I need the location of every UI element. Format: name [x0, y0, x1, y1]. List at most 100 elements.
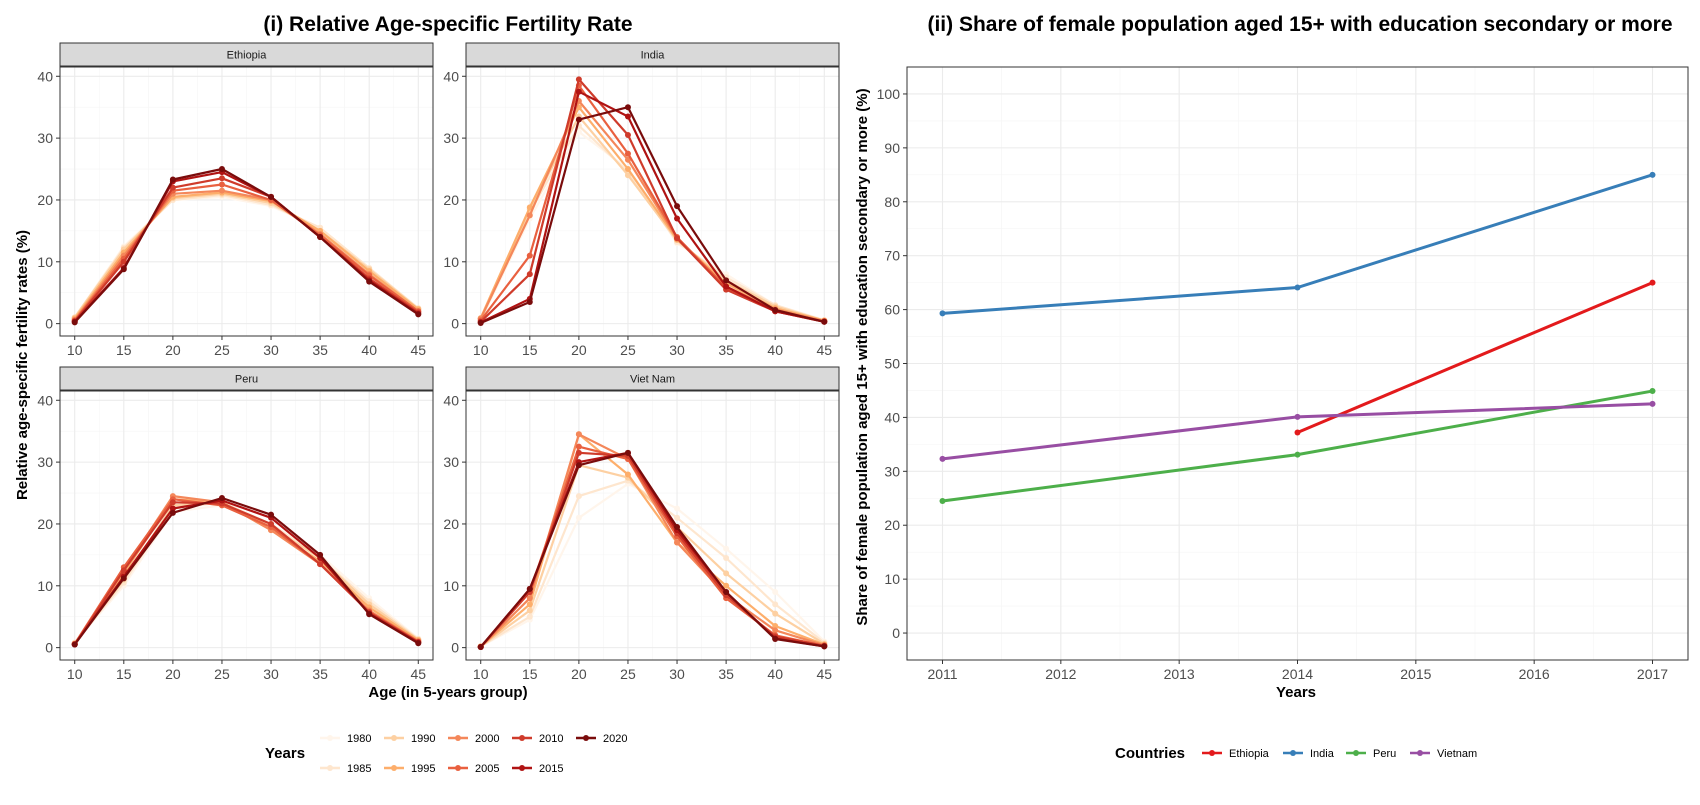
facet-strip-viet-nam — [465, 366, 840, 391]
y-tick-label: 20 — [884, 517, 900, 533]
data-point-viet-nam-1995 — [723, 582, 730, 589]
data-point-peru-2010 — [169, 499, 176, 506]
x-tick-label: 45 — [410, 342, 426, 358]
data-point-ethiopia — [1294, 429, 1301, 436]
y-tick-label: 20 — [443, 516, 459, 532]
data-point-india-2010 — [624, 132, 631, 139]
legend-key-point-1990 — [391, 735, 397, 741]
data-point-india-2020 — [674, 203, 681, 210]
right-x-axis-label: Years — [1276, 684, 1316, 701]
x-tick-label: 10 — [67, 666, 83, 682]
x-tick-label: 40 — [361, 342, 377, 358]
data-point-peru — [939, 497, 946, 504]
data-point-india-2010 — [526, 271, 533, 278]
x-tick-label: 15 — [522, 666, 538, 682]
data-point-vietnam — [1294, 413, 1301, 420]
x-tick-label: 25 — [214, 342, 230, 358]
data-point-peru-2020 — [169, 509, 176, 516]
y-tick-label: 0 — [45, 316, 53, 332]
data-point-india-2015 — [624, 113, 631, 120]
x-tick-label: 10 — [67, 342, 83, 358]
data-point-peru-2020 — [268, 511, 275, 518]
x-tick-label: 15 — [522, 342, 538, 358]
legend-label-2010: 2010 — [539, 733, 563, 745]
y-tick-label: 30 — [884, 463, 900, 479]
data-point-peru-2020 — [317, 551, 324, 558]
legend-label-1990: 1990 — [411, 733, 435, 745]
data-point-india-2005 — [624, 150, 631, 157]
x-tick-label: 40 — [767, 666, 783, 682]
x-tick-label: 25 — [620, 666, 636, 682]
facet-border-india — [465, 66, 840, 337]
series-line-india-2020 — [480, 106, 825, 325]
data-point-ethiopia-2020 — [120, 266, 127, 273]
data-point-peru-2020 — [366, 611, 373, 618]
y-tick-label: 100 — [877, 86, 901, 102]
data-point-viet-nam-1985 — [723, 554, 730, 561]
data-point-india-2020 — [772, 307, 779, 314]
y-tick-label: 10 — [884, 571, 900, 587]
legend-key-point-vietnam — [1417, 750, 1423, 756]
y-tick-label: 40 — [37, 68, 53, 84]
x-tick-label: 30 — [669, 342, 685, 358]
x-tick-label: 2011 — [927, 666, 957, 682]
legend-label-2005: 2005 — [475, 763, 499, 775]
right-chart-title: (ii) Share of female population aged 15+… — [927, 13, 1672, 36]
facet-peru: Peru 0 10 20 30 40 10 15 20 25 30 35 40 45 — [37, 366, 434, 682]
series-line-india-2015 — [480, 90, 825, 324]
data-point-india-2005 — [526, 252, 533, 259]
x-tick-label: 2015 — [1400, 666, 1431, 682]
y-tick-label: 80 — [884, 194, 900, 210]
facet-ethiopia: Ethiopia 0 10 20 30 40 10 15 20 25 30 35 40 45 — [37, 42, 434, 358]
y-tick-label: 0 — [451, 316, 459, 332]
x-tick-label: 20 — [165, 342, 181, 358]
facet-strip-ethiopia — [59, 42, 434, 67]
y-tick-label: 40 — [443, 392, 459, 408]
x-tick-label: 45 — [816, 342, 832, 358]
facet-border-viet-nam — [465, 390, 840, 661]
x-tick-label: 15 — [116, 666, 132, 682]
data-point-viet-nam-1995 — [526, 601, 533, 608]
data-point-india-2015 — [674, 215, 681, 222]
data-point-ethiopia-2020 — [169, 176, 176, 183]
data-point-viet-nam-1995 — [624, 471, 631, 478]
data-point-ethiopia-2020 — [366, 278, 373, 285]
data-point-india-2015 — [575, 88, 582, 95]
x-tick-label: 2016 — [1519, 666, 1550, 682]
x-tick-label: 30 — [669, 666, 685, 682]
right-y-axis-label: Share of female population aged 15+ with… — [854, 88, 871, 625]
x-tick-label: 35 — [312, 342, 328, 358]
x-tick-label: 30 — [263, 666, 279, 682]
data-point-ethiopia-2020 — [317, 234, 324, 241]
data-point-peru-2020 — [120, 575, 127, 582]
data-point-india-2010 — [575, 76, 582, 83]
data-point-viet-nam-2020 — [821, 643, 828, 650]
x-tick-label: 35 — [312, 666, 328, 682]
data-point-viet-nam-2020 — [772, 635, 779, 642]
y-tick-label: 10 — [37, 578, 53, 594]
x-tick-label: 25 — [214, 666, 230, 682]
data-point-viet-nam-2020 — [477, 644, 484, 651]
legend-label-vietnam: Vietnam — [1437, 748, 1477, 760]
y-tick-label: 70 — [884, 248, 900, 264]
facet-viet-nam: Viet Nam 0 10 20 30 40 10 15 20 25 30 35 40 45 — [443, 366, 840, 682]
x-tick-label: 2013 — [1164, 666, 1195, 682]
data-point-ethiopia-2020 — [415, 311, 422, 318]
data-point-viet-nam-2020 — [624, 449, 631, 456]
data-point-ethiopia-2020 — [71, 319, 78, 326]
y-tick-label: 30 — [443, 454, 459, 470]
legend-label-2020: 2020 — [603, 733, 627, 745]
y-tick-label: 0 — [892, 625, 900, 641]
legend-key-point-1980 — [327, 735, 333, 741]
years-legend-title: Years — [265, 745, 305, 762]
data-point-peru-2020 — [218, 494, 225, 501]
legend-key-point-india — [1290, 750, 1296, 756]
legend-key-point-1995 — [391, 765, 397, 771]
facet-border-ethiopia — [59, 66, 434, 337]
data-point-viet-nam-1980 — [723, 545, 730, 552]
data-point-ethiopia-2020 — [218, 166, 225, 173]
facet-strip-india — [465, 42, 840, 67]
x-tick-label: 40 — [361, 666, 377, 682]
y-tick-label: 60 — [884, 302, 900, 318]
